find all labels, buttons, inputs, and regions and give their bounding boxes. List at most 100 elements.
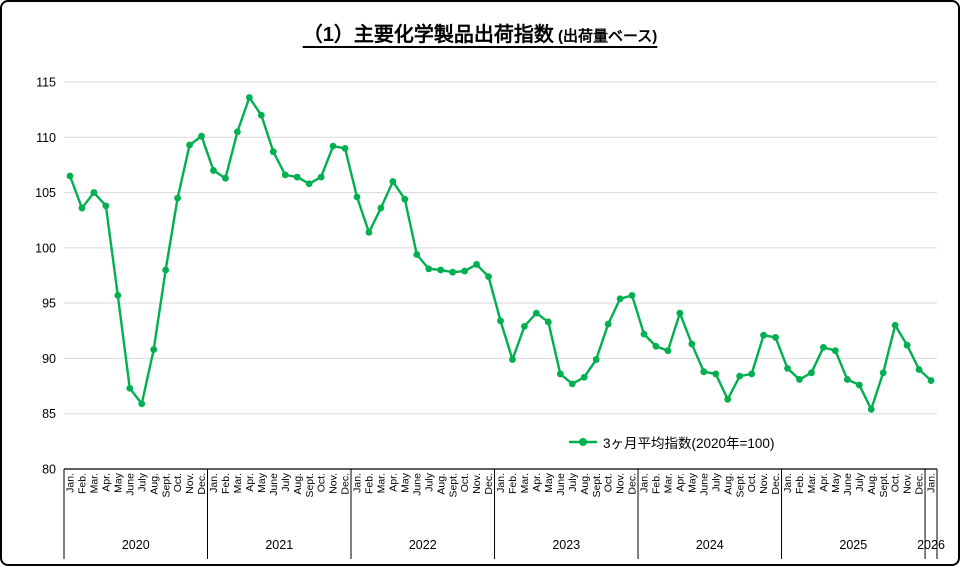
data-point-marker xyxy=(461,267,469,275)
data-point-marker xyxy=(915,366,923,373)
data-point-marker xyxy=(831,347,839,355)
month-label: Sept. xyxy=(447,473,459,498)
month-label: Apr. xyxy=(531,473,543,492)
y-tick-label: 100 xyxy=(35,241,56,255)
data-point-marker xyxy=(162,266,170,274)
year-label: 2020 xyxy=(122,538,150,552)
data-point-marker xyxy=(700,368,708,376)
month-label: Aug. xyxy=(722,473,734,495)
month-label: Aug. xyxy=(579,473,591,495)
data-point-marker xyxy=(796,376,803,383)
data-point-marker xyxy=(580,373,588,381)
month-label: Aug. xyxy=(148,473,160,495)
month-label: Oct. xyxy=(316,473,328,492)
data-point-marker xyxy=(628,292,636,299)
chart-title: （1）主要化学製品出荷指数 (出荷量ベース) xyxy=(2,18,958,47)
month-label: July xyxy=(710,472,722,491)
data-point-marker xyxy=(509,356,516,363)
month-label: June xyxy=(555,473,567,496)
data-point-marker xyxy=(688,340,696,348)
data-point-marker xyxy=(234,128,241,136)
gridlines xyxy=(64,81,937,470)
data-point-marker xyxy=(341,144,349,152)
month-label: Dec. xyxy=(483,473,495,495)
year-label: 2022 xyxy=(409,538,437,552)
legend: 3ヶ月平均指数(2020年=100) xyxy=(568,432,774,452)
month-label: Aug. xyxy=(435,473,447,495)
data-point-marker xyxy=(66,172,74,180)
month-label: Oct. xyxy=(459,473,471,492)
data-point-marker xyxy=(640,330,648,338)
month-label: May xyxy=(686,472,698,493)
month-label: Sept. xyxy=(878,473,890,498)
data-point-marker xyxy=(891,321,899,329)
month-label: Jan. xyxy=(65,473,77,493)
y-tick-label: 90 xyxy=(42,352,56,366)
legend-line-marker-icon xyxy=(569,438,597,446)
series-markers xyxy=(66,94,935,413)
month-label: Nov. xyxy=(758,473,770,494)
data-point-marker xyxy=(568,380,576,388)
data-point-marker xyxy=(222,174,229,182)
data-point-marker xyxy=(855,381,863,389)
legend-dot xyxy=(579,438,587,446)
data-point-marker xyxy=(736,372,744,380)
month-label: Sept. xyxy=(591,473,603,498)
month-label: June xyxy=(698,473,710,496)
month-label: Mar. xyxy=(376,473,388,493)
data-point-marker xyxy=(760,331,767,339)
data-point-marker xyxy=(425,265,433,273)
month-label: July xyxy=(280,472,292,491)
data-point-marker xyxy=(485,273,492,281)
month-label: May xyxy=(830,472,842,493)
month-label: Jan. xyxy=(782,473,794,493)
month-label: June xyxy=(411,473,423,496)
month-label: July xyxy=(423,472,435,491)
y-tick-label: 110 xyxy=(36,131,56,145)
month-label: Jan. xyxy=(352,473,364,493)
month-label: Mar. xyxy=(88,473,100,493)
month-label: Apr. xyxy=(244,473,256,492)
data-point-marker xyxy=(174,194,182,202)
data-point-marker xyxy=(616,295,624,303)
month-label: Dec. xyxy=(770,473,782,495)
data-point-marker xyxy=(150,346,158,353)
data-point-marker xyxy=(198,132,205,140)
month-label: Aug. xyxy=(866,473,878,495)
month-label: Oct. xyxy=(890,473,902,492)
month-label: Oct. xyxy=(746,473,758,492)
month-label: Jan. xyxy=(926,473,938,493)
category-dividers xyxy=(63,469,938,559)
y-tick-label: 105 xyxy=(35,186,56,200)
data-point-marker xyxy=(281,171,289,179)
data-point-marker xyxy=(819,343,827,351)
month-label: Feb. xyxy=(794,473,806,494)
chart-title-sub: (出荷量ベース) xyxy=(553,28,658,45)
month-label: June xyxy=(842,473,854,496)
month-label: Dec. xyxy=(196,473,208,495)
month-label: Mar. xyxy=(663,473,675,493)
chart-title-text: （1）主要化学製品出荷指数 (出荷量ベース) xyxy=(303,24,658,46)
data-point-marker xyxy=(867,405,875,413)
data-point-marker xyxy=(102,202,110,210)
data-point-marker xyxy=(556,370,564,378)
data-point-marker xyxy=(521,322,528,330)
y-tick-label: 115 xyxy=(36,76,56,90)
month-label: Feb. xyxy=(364,473,376,494)
data-point-marker xyxy=(497,317,504,325)
month-label: Mar. xyxy=(806,473,818,493)
month-label: Apr. xyxy=(674,473,686,492)
year-label: 2023 xyxy=(552,538,580,552)
year-label: 2024 xyxy=(696,538,724,552)
data-point-marker xyxy=(544,318,552,326)
data-point-marker xyxy=(652,342,660,350)
data-point-marker xyxy=(126,384,134,392)
month-label: June xyxy=(268,473,280,496)
data-point-marker xyxy=(78,204,86,212)
year-label: 2026 xyxy=(917,538,945,552)
month-label: Apr. xyxy=(387,473,399,492)
data-point-marker xyxy=(377,204,385,212)
month-label: May xyxy=(112,472,124,493)
y-tick-label: 85 xyxy=(42,407,56,421)
data-point-marker xyxy=(927,377,935,384)
